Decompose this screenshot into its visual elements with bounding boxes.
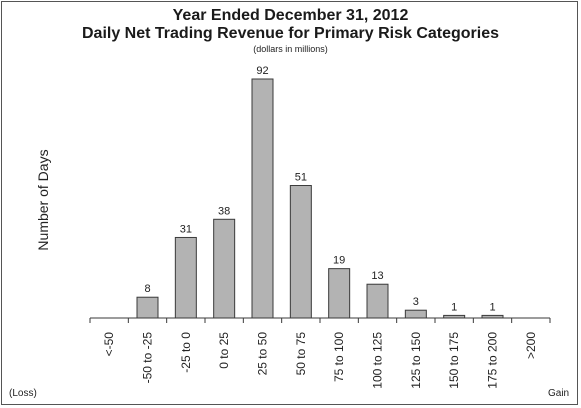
data-label-10: 1 (489, 301, 495, 313)
bar-1 (136, 296, 159, 319)
bar-8 (404, 309, 427, 319)
category-label-10: 175 to 200 (486, 332, 500, 389)
bar-10 (481, 314, 504, 319)
category-label-8: 125 to 150 (409, 332, 423, 389)
loss-note: (Loss) (9, 388, 37, 399)
bar-3 (213, 218, 236, 319)
bar-5 (289, 185, 312, 319)
units-note: (dollars in millions) (253, 44, 328, 54)
category-label-2: -25 to 0 (179, 332, 193, 373)
chart-title: Year Ended December 31, 2012 (172, 7, 409, 24)
category-label-5: 50 to 75 (294, 332, 308, 376)
bar-7 (366, 283, 389, 319)
bar-4 (251, 78, 274, 319)
gain-note: Gain (548, 388, 570, 399)
category-label-4: 25 to 50 (256, 332, 270, 376)
category-label-6: 75 to 100 (332, 332, 346, 382)
category-label-3: 0 to 25 (217, 332, 231, 369)
category-label-9: 150 to 175 (447, 332, 461, 389)
data-label-9: 1 (451, 301, 457, 313)
category-label-1: -50 to -25 (141, 332, 155, 384)
category-label-0: <-50 (102, 332, 116, 357)
data-label-3: 38 (218, 205, 230, 217)
data-label-5: 51 (295, 172, 307, 184)
bar-6 (328, 268, 351, 319)
bar-9 (443, 314, 466, 319)
data-label-6: 19 (333, 255, 345, 267)
data-label-8: 3 (413, 296, 419, 308)
category-label-11: >200 (524, 332, 538, 359)
data-label-7: 13 (371, 270, 383, 282)
data-label-4: 92 (256, 65, 268, 77)
data-label-1: 8 (144, 283, 150, 295)
category-label-7: 100 to 125 (371, 332, 385, 389)
chart-subtitle: Daily Net Trading Revenue for Primary Ri… (81, 25, 500, 42)
bar-2 (174, 236, 197, 319)
data-label-2: 31 (180, 223, 192, 235)
